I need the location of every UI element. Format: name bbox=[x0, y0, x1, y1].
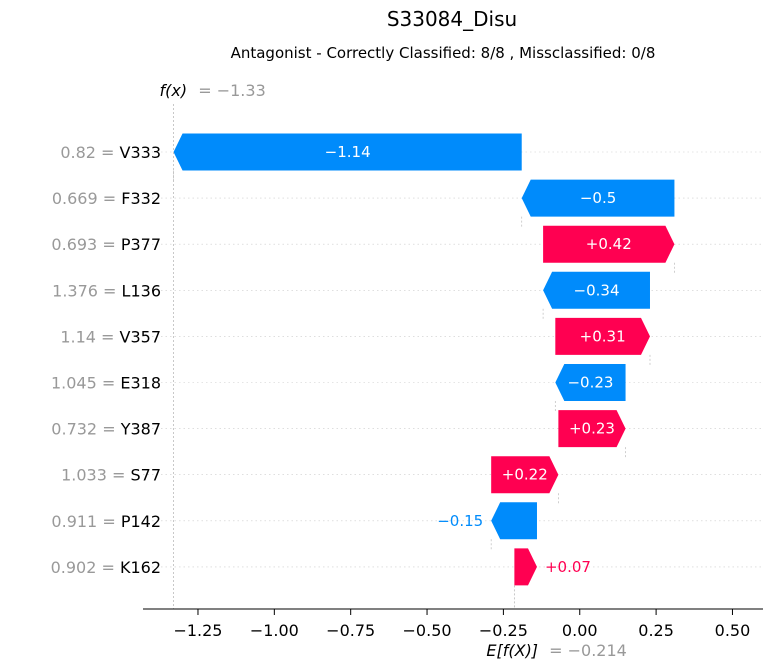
feature-value: 0.669 = bbox=[52, 189, 121, 208]
bar-label-v357: +0.31 bbox=[580, 327, 626, 345]
tick-label: −0.75 bbox=[326, 621, 375, 640]
feature-value: 1.045 = bbox=[51, 374, 120, 393]
feature-label-p377: 0.693 = P377 bbox=[51, 235, 161, 254]
bar-label-p142: −0.15 bbox=[437, 512, 483, 530]
bar-v333 bbox=[173, 133, 522, 171]
bar-label-s77: +0.22 bbox=[502, 466, 548, 484]
fx-label: f(x) = −1.33 bbox=[160, 81, 266, 100]
fx-symbol: f(x) bbox=[160, 81, 188, 100]
bar-label-l136: −0.34 bbox=[574, 281, 620, 299]
bar-label-v333: −1.14 bbox=[325, 143, 371, 161]
feature-name: V333 bbox=[120, 143, 161, 162]
bar-label-e318: −0.23 bbox=[567, 374, 613, 392]
bar-label-y387: +0.23 bbox=[569, 420, 615, 438]
bar-label-p377: +0.42 bbox=[586, 235, 632, 253]
feature-value: 0.911 = bbox=[51, 512, 120, 531]
feature-value: 1.033 = bbox=[61, 466, 130, 485]
tick-label: −1.00 bbox=[250, 621, 299, 640]
feature-label-e318: 1.045 = E318 bbox=[51, 374, 161, 393]
feature-value: 1.14 = bbox=[60, 327, 119, 346]
bar-l136 bbox=[543, 271, 650, 309]
bar-label-f332: −0.5 bbox=[580, 189, 616, 207]
feature-name: P377 bbox=[121, 235, 161, 254]
bar-v357 bbox=[555, 317, 650, 355]
feature-label-s77: 1.033 = S77 bbox=[61, 466, 161, 485]
bar-f332 bbox=[521, 179, 675, 217]
feature-value: 0.902 = bbox=[51, 558, 120, 577]
feature-name: Y387 bbox=[120, 420, 161, 439]
tick-label: 0.50 bbox=[715, 621, 751, 640]
feature-name: P142 bbox=[121, 512, 161, 531]
feature-label-y387: 0.732 = Y387 bbox=[51, 420, 161, 439]
fx-value: = −1.33 bbox=[198, 81, 266, 100]
tick-label: −0.50 bbox=[403, 621, 452, 640]
bars-layer: −1.14 −0.5 +0.42 −0.34 +0.31 −0.23 +0.23 +0.22 −… bbox=[173, 133, 675, 586]
feature-labels: 0.82 = V333 0.669 = F332 0.693 = P377 1.376… bbox=[51, 143, 161, 577]
feature-label-l136: 1.376 = L136 bbox=[52, 281, 161, 300]
tick-label: −0.25 bbox=[479, 621, 528, 640]
tick-label: −1.25 bbox=[173, 621, 222, 640]
ex-value: = −0.214 bbox=[549, 641, 627, 660]
ex-symbol: E[f(X)] bbox=[486, 641, 538, 660]
feature-label-v357: 1.14 = V357 bbox=[60, 327, 161, 346]
feature-label-f332: 0.669 = F332 bbox=[52, 189, 161, 208]
x-axis-ticks: −1.25 −1.00 −0.75 −0.50 −0.25 0.00 0.25 0.50 bbox=[173, 609, 750, 640]
bar-p377 bbox=[543, 225, 675, 263]
feature-name: F332 bbox=[121, 189, 161, 208]
feature-name: K162 bbox=[120, 558, 161, 577]
bar-y387 bbox=[558, 410, 626, 448]
feature-name: E318 bbox=[120, 374, 161, 393]
feature-label-v333: 0.82 = V333 bbox=[60, 143, 161, 162]
feature-name: V357 bbox=[120, 327, 161, 346]
bar-s77 bbox=[491, 456, 559, 494]
feature-value: 1.376 = bbox=[52, 281, 121, 300]
feature-value: 0.732 = bbox=[51, 420, 120, 439]
bar-k162 bbox=[514, 548, 537, 586]
bar-p142 bbox=[491, 502, 537, 540]
feature-value: 0.693 = bbox=[51, 235, 120, 254]
feature-label-p142: 0.911 = P142 bbox=[51, 512, 161, 531]
feature-label-k162: 0.902 = K162 bbox=[51, 558, 161, 577]
tick-label: 0.25 bbox=[638, 621, 674, 640]
tick-label: 0.00 bbox=[562, 621, 598, 640]
feature-name: S77 bbox=[130, 466, 161, 485]
bar-e318 bbox=[555, 364, 626, 401]
chart-title: S33084_Disu bbox=[387, 7, 517, 31]
ex-label: E[f(X)] = −0.214 bbox=[486, 641, 626, 660]
bar-label-k162: +0.07 bbox=[545, 558, 591, 576]
feature-name: L136 bbox=[122, 281, 161, 300]
feature-value: 0.82 = bbox=[60, 143, 119, 162]
chart-subtitle: Antagonist - Correctly Classified: 8/8 ,… bbox=[231, 44, 656, 62]
